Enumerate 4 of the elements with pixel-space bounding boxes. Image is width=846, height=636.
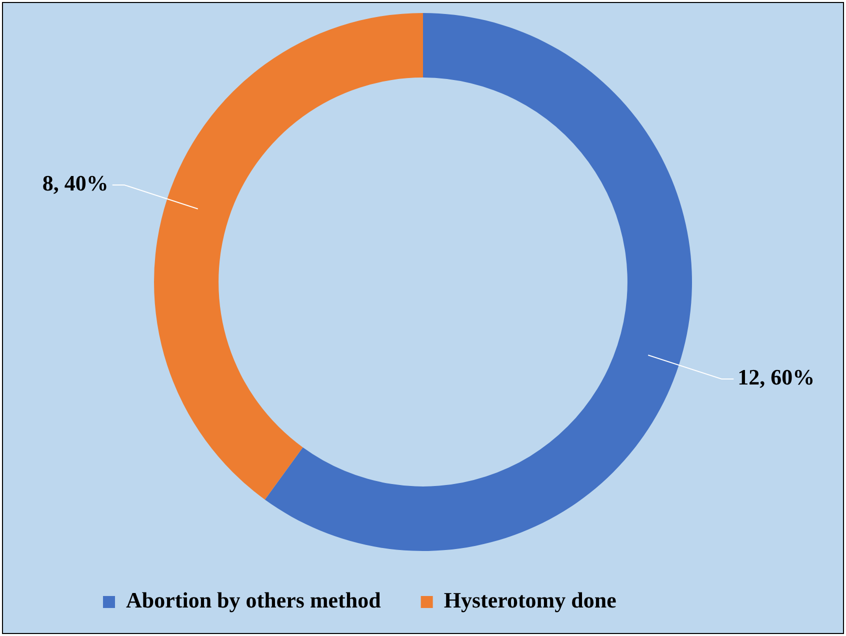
- legend-label: Abortion by others method: [126, 588, 381, 613]
- legend-label: Hysterotomy done: [444, 588, 617, 613]
- data-label: 12, 60%: [738, 364, 815, 390]
- data-label: 8, 40%: [42, 170, 108, 196]
